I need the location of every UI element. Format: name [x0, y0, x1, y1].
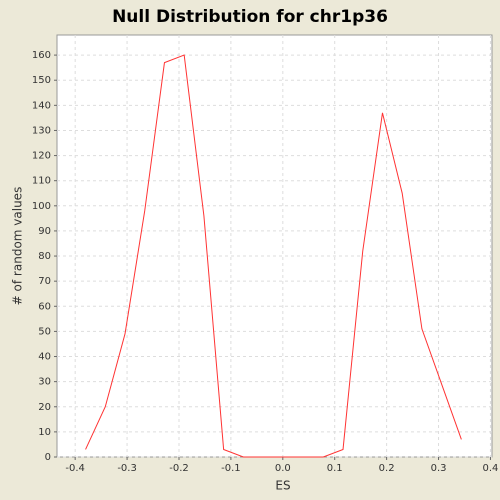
y-axis-label: # of random values — [11, 187, 25, 306]
y-tick-label: 70 — [38, 276, 51, 287]
y-tick-label: 120 — [32, 151, 51, 162]
y-tick-label: 30 — [38, 377, 51, 388]
x-tick-label: 0.0 — [275, 463, 291, 474]
x-tick-label: -0.1 — [221, 463, 241, 474]
y-tick-label: 100 — [32, 201, 51, 212]
y-tick-label: 150 — [32, 75, 51, 86]
y-tick-label: 140 — [32, 100, 51, 111]
x-tick-label: 0.1 — [327, 463, 343, 474]
y-tick-label: 20 — [38, 402, 51, 413]
y-tick-label: 10 — [38, 427, 51, 438]
x-tick-label: -0.4 — [65, 463, 85, 474]
x-tick-label: -0.3 — [117, 463, 137, 474]
data-line — [85, 54, 462, 458]
y-tick-label: 130 — [32, 125, 51, 136]
y-tick-label: 40 — [38, 352, 51, 363]
x-tick-label: 0.4 — [482, 463, 498, 474]
y-tick-label: 80 — [38, 251, 51, 262]
x-axis-label: ES — [275, 479, 290, 493]
y-tick-label: 60 — [38, 301, 51, 312]
y-tick-label: 50 — [38, 326, 51, 337]
y-tick-label: 110 — [32, 176, 51, 187]
y-tick-label: 160 — [32, 50, 51, 61]
plot-area — [56, 34, 493, 458]
chart-title: Null Distribution for chr1p36 — [112, 7, 388, 27]
x-tick-label: -0.2 — [169, 463, 189, 474]
x-tick-label: 0.2 — [379, 463, 395, 474]
y-tick-label: 90 — [38, 226, 51, 237]
y-tick-label: 0 — [45, 452, 51, 463]
x-tick-label: 0.3 — [431, 463, 447, 474]
